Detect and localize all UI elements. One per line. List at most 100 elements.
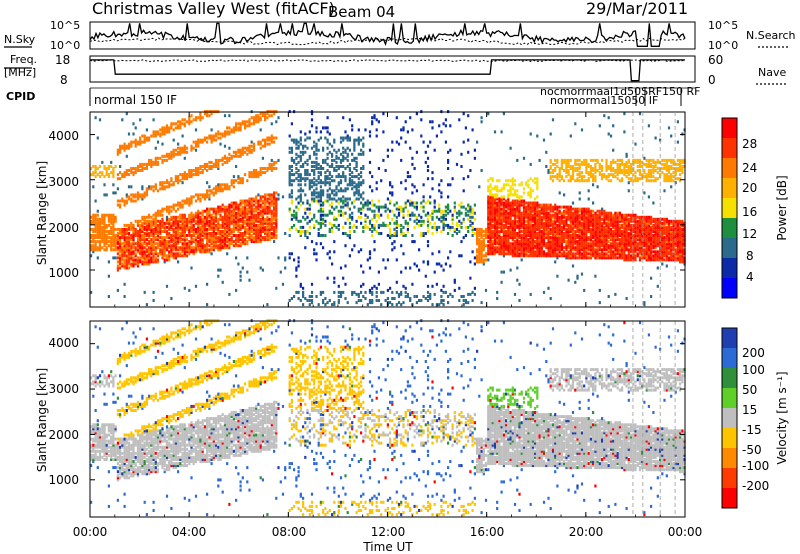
heatmap-cell [145, 187, 148, 191]
heatmap-cell [458, 118, 461, 122]
heatmap-cell [342, 173, 345, 177]
heatmap-cell [259, 240, 262, 244]
heatmap-cell [556, 205, 559, 209]
heatmap-cell [500, 199, 503, 203]
heatmap-cell [259, 238, 262, 242]
heatmap-cell [563, 209, 566, 213]
heatmap-cell [366, 199, 369, 203]
heatmap-cell [440, 299, 443, 302]
heatmap-cell [317, 199, 320, 203]
heatmap-cell [511, 207, 514, 211]
heatmap-cell [174, 236, 177, 240]
heatmap-cell [255, 171, 258, 175]
heatmap-cell [547, 252, 550, 256]
heatmap-cell [348, 169, 351, 172]
heatmap-cell [549, 246, 552, 250]
heatmap-cell [447, 232, 450, 235]
heatmap-cell [569, 256, 572, 260]
heatmap-cell [145, 238, 148, 242]
heatmap-cell [377, 213, 380, 217]
heatmap-cell [447, 150, 450, 154]
heatmap-cell [326, 193, 329, 197]
heatmap-cell [221, 244, 224, 248]
heatmap-cell [353, 244, 356, 248]
heatmap-cell [413, 205, 416, 209]
heatmap-cell [315, 160, 318, 164]
heatmap-cell [362, 282, 365, 286]
heatmap-cell [386, 154, 389, 158]
heatmap-cell [246, 120, 249, 124]
heatmap-cell [571, 217, 575, 221]
heatmap-cell [284, 258, 287, 262]
heatmap-cell [502, 211, 505, 215]
heatmap-cell [293, 223, 296, 227]
heatmap-cell [185, 173, 189, 177]
heatmap-cell [525, 225, 528, 229]
heatmap-cell [518, 282, 521, 286]
heatmap-cell [328, 197, 331, 201]
heatmap-cell [351, 183, 354, 187]
heatmap-cell [143, 219, 146, 223]
heatmap-cell [170, 297, 173, 300]
heatmap-cell [480, 258, 483, 262]
heatmap-cell [203, 162, 206, 166]
heatmap-cell [493, 223, 497, 227]
heatmap-cell [250, 207, 253, 211]
heatmap-cell [435, 134, 438, 138]
heatmap-cell [511, 242, 514, 246]
heatmap-cell [326, 175, 329, 179]
heatmap-cell [174, 238, 177, 242]
heatmap-cell [241, 146, 244, 150]
heatmap-cell [183, 250, 186, 254]
heatmap-cell [127, 232, 131, 235]
heatmap-cell [478, 227, 481, 231]
heatmap-cell [228, 130, 231, 134]
heatmap-cell [266, 303, 269, 307]
heatmap-cell [319, 199, 322, 203]
heatmap-cell [442, 219, 445, 223]
heatmap-cell [384, 266, 387, 270]
heatmap-cell [268, 209, 271, 213]
heatmap-cell [295, 266, 298, 270]
heatmap-cell [270, 211, 273, 215]
heatmap-cell [148, 248, 151, 252]
heatmap-cell [246, 179, 249, 183]
heatmap-cell [505, 211, 508, 215]
nave-tick-top: 60 [708, 53, 723, 67]
heatmap-cell [377, 209, 380, 213]
heatmap-cell [248, 175, 251, 179]
heatmap-cell [208, 189, 211, 193]
heatmap-cell [509, 189, 512, 193]
heatmap-cell [181, 221, 184, 225]
heatmap-cell [136, 242, 140, 246]
heatmap-cell [244, 232, 247, 235]
heatmap-cell [190, 211, 193, 215]
heatmap-cell [371, 209, 374, 213]
heatmap-cell [123, 146, 126, 150]
heatmap-cell [516, 219, 519, 223]
heatmap-cell [168, 126, 171, 130]
heatmap-cell [228, 234, 231, 237]
heatmap-cell [197, 217, 200, 221]
heatmap-cell [518, 215, 521, 219]
heatmap-cell [549, 250, 552, 254]
heatmap-cell [331, 154, 334, 158]
heatmap-cell [335, 150, 338, 154]
heatmap-cell [525, 227, 528, 231]
heatmap-cell [458, 254, 461, 258]
heatmap-cell [534, 181, 537, 185]
heatmap-cell [487, 213, 490, 217]
heatmap-cell [112, 171, 115, 175]
heatmap-cell [496, 234, 499, 237]
heatmap-cell [194, 173, 198, 177]
heatmap-cell [150, 227, 153, 231]
heatmap-cell [308, 232, 311, 235]
heatmap-cell [235, 238, 238, 242]
heatmap-cell [266, 221, 269, 225]
heatmap-cell [127, 244, 131, 248]
heatmap-cell [529, 230, 532, 233]
heatmap-cell [397, 213, 401, 217]
heatmap-cell [208, 236, 211, 240]
heatmap-cell [580, 254, 584, 258]
heatmap-cell [223, 154, 227, 158]
